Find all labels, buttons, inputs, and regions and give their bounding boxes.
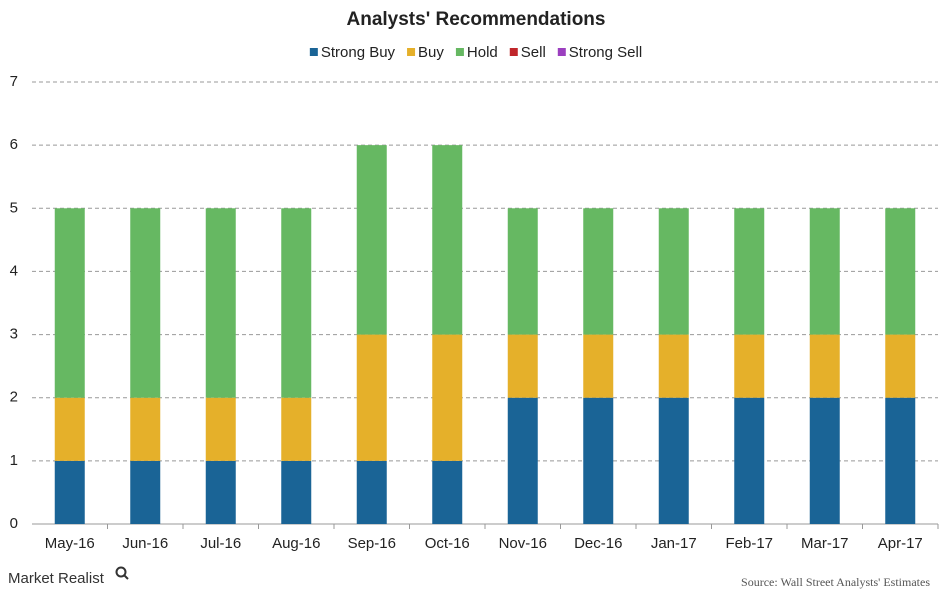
x-tick-label: Sep-16 [348, 535, 396, 552]
bar-segment [130, 208, 161, 398]
bar-segment [885, 334, 916, 398]
bar-segment [54, 208, 85, 398]
chart-title: Analysts' Recommendations [347, 9, 606, 30]
legend-swatch [509, 48, 518, 56]
x-tick-label: Apr-17 [878, 535, 923, 552]
legend-swatch [557, 48, 566, 56]
bar-segment [809, 334, 840, 398]
bar-segment [281, 460, 312, 524]
bar-segment [281, 208, 312, 398]
x-tick-label: Mar-17 [801, 535, 849, 552]
y-tick-label: 0 [10, 515, 18, 532]
bar-segment [583, 208, 614, 335]
legend-label: Strong Sell [569, 44, 642, 61]
legend-label: Strong Buy [321, 44, 396, 61]
y-tick-label: 7 [10, 73, 18, 90]
bar-segment [130, 460, 161, 524]
bar-segment [356, 460, 387, 524]
legend: Strong Buy Buy Hold Sell Strong Sell [309, 44, 642, 61]
x-tick-label: Oct-16 [425, 535, 470, 552]
bar-segment [507, 397, 538, 524]
legend-label: Sell [521, 44, 546, 61]
bar-segment [583, 334, 614, 398]
bar-segment [885, 208, 916, 335]
y-tick-label: 4 [10, 262, 18, 279]
legend-swatch [455, 48, 464, 56]
y-tick-label: 2 [10, 389, 18, 406]
x-tick-label: Aug-16 [272, 535, 320, 552]
source: Source: Wall Street Analysts' Estimates [741, 575, 930, 589]
bar-segment [281, 397, 312, 461]
y-tick-label: 3 [10, 326, 18, 343]
bar-segment [54, 397, 85, 461]
bar-segment [507, 208, 538, 335]
bar-segment [356, 145, 387, 335]
bar-segment [885, 397, 916, 524]
bar-segment [356, 334, 387, 461]
bar-segment [734, 334, 765, 398]
x-tick-label: Jan-17 [651, 535, 697, 552]
bar-segment [205, 397, 236, 461]
brand-icon [115, 566, 129, 580]
x-tick-label: Feb-17 [725, 535, 773, 552]
bar-segment [583, 397, 614, 524]
legend-swatch [309, 48, 318, 56]
bar-segment [809, 397, 840, 524]
bar-segment [205, 460, 236, 524]
bar-segment [658, 334, 689, 398]
bar-segment [432, 145, 463, 335]
brand: Market Realist [8, 570, 105, 587]
y-tick-label: 5 [10, 199, 18, 216]
bar-segment [507, 334, 538, 398]
y-tick-label: 1 [10, 452, 18, 469]
y-tick-label: 6 [10, 136, 18, 153]
legend-label: Hold [467, 44, 498, 61]
bar-segment [432, 460, 463, 524]
bar-segment [432, 334, 463, 461]
bar-segment [809, 208, 840, 335]
bar-segment [734, 208, 765, 335]
bar-segment [205, 208, 236, 398]
bar-segment [658, 397, 689, 524]
legend-label: Buy [418, 44, 444, 61]
x-tick-label: Nov-16 [499, 535, 547, 552]
bar-segment [54, 460, 85, 524]
x-tick-label: Jul-16 [200, 535, 241, 552]
bar-segment [734, 397, 765, 524]
bar-segment [658, 208, 689, 335]
bar-segment [130, 397, 161, 461]
x-tick-label: Jun-16 [122, 535, 168, 552]
legend-swatch [407, 48, 416, 56]
x-tick-label: Dec-16 [574, 535, 622, 552]
x-tick-label: May-16 [45, 535, 95, 552]
